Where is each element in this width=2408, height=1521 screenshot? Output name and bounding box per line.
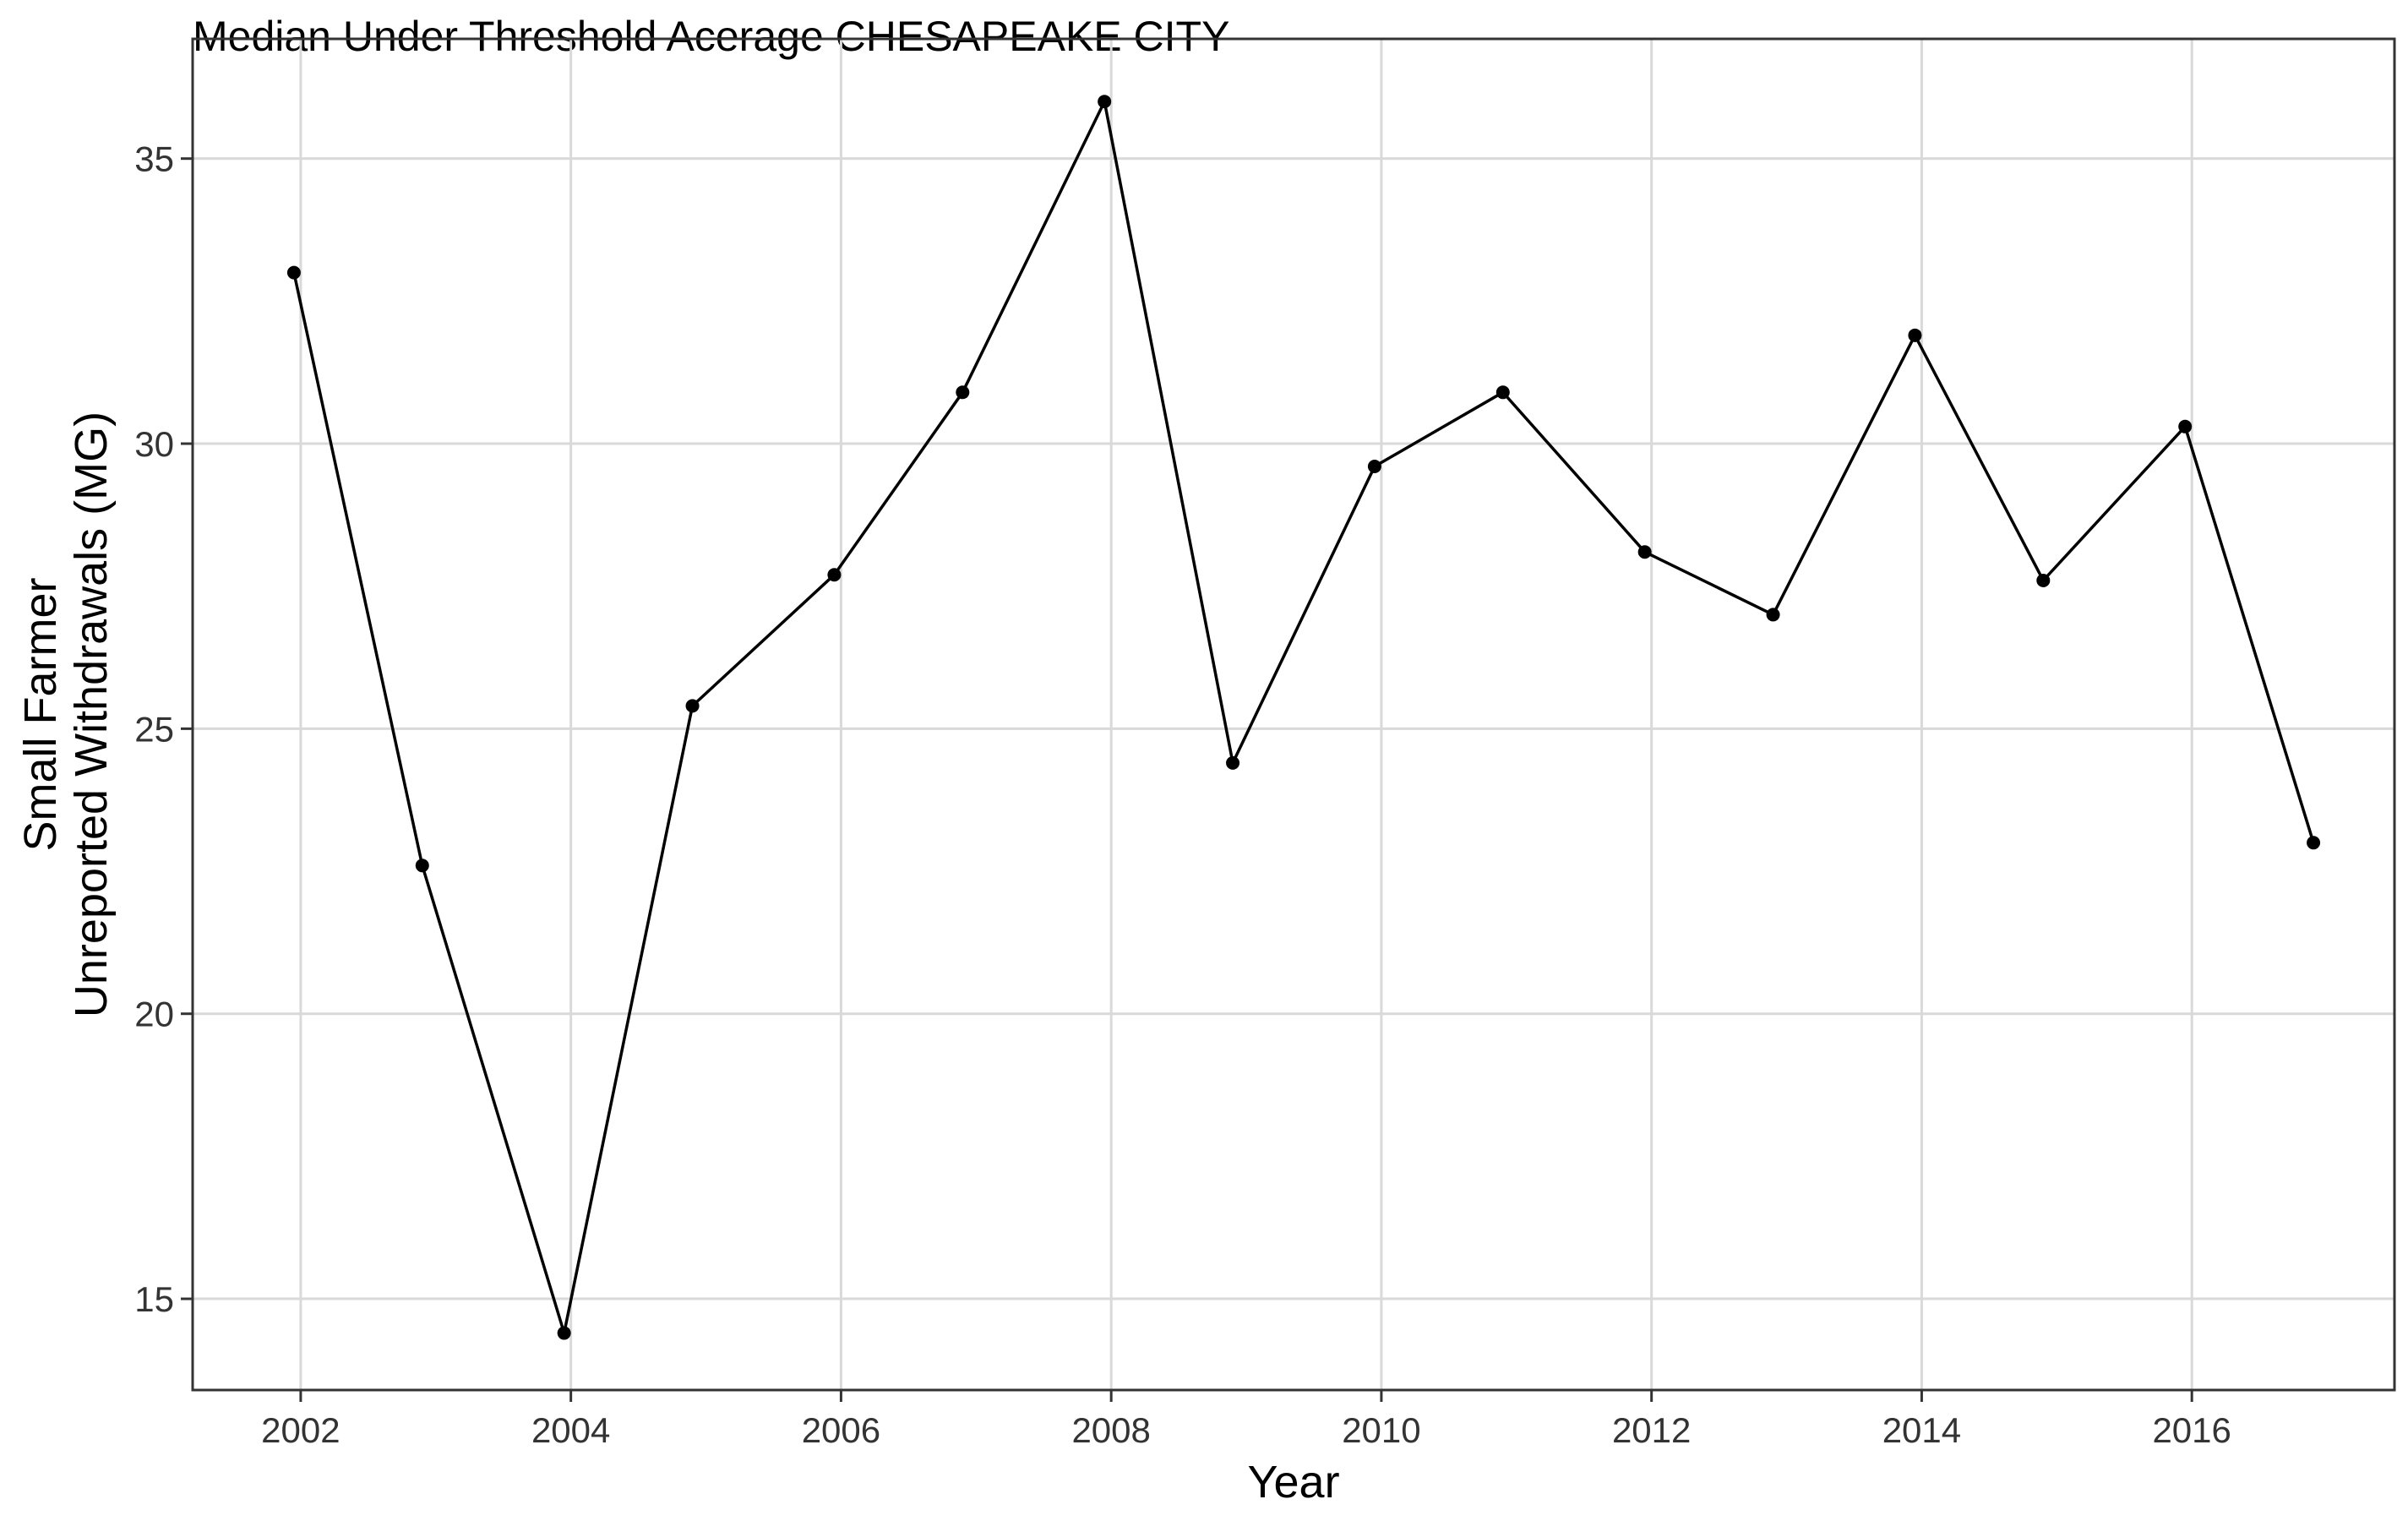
data-point [2178, 419, 2193, 433]
ticks-layer: 2002 2004 2006 2008 2010 2012 2014 2016 15 20 25 30… [134, 139, 2231, 1450]
data-point [1098, 95, 1112, 109]
data-point [1226, 755, 1240, 770]
series-layer [286, 95, 2321, 1340]
y-tick-label: 15 [134, 1279, 174, 1319]
x-tick-label: 2016 [2152, 1410, 2231, 1450]
data-point [286, 265, 301, 280]
data-point [1908, 328, 1922, 342]
x-tick-label: 2002 [261, 1410, 340, 1450]
x-tick-label: 2014 [1882, 1410, 1961, 1450]
y-axis-title-line: Unreported Withdrawals (MG) [66, 412, 117, 1017]
y-axis-title: Small FarmerUnreported Withdrawals (MG) [15, 412, 117, 1017]
x-tick-label: 2010 [1342, 1410, 1420, 1450]
data-point [2036, 573, 2051, 587]
data-point [415, 859, 429, 873]
y-axis-title-line: Small Farmer [15, 577, 66, 851]
x-tick-label: 2006 [802, 1410, 880, 1450]
data-point [685, 699, 700, 713]
x-tick-label: 2008 [1071, 1410, 1150, 1450]
data-point [1766, 608, 1780, 622]
series-line [292, 96, 2315, 1334]
y-tick-label: 20 [134, 995, 174, 1034]
x-tick-label: 2004 [531, 1410, 610, 1450]
grid-layer [193, 39, 2394, 1390]
y-tick-label: 30 [134, 424, 174, 464]
data-point [1367, 460, 1381, 474]
x-tick-label: 2012 [1612, 1410, 1691, 1450]
data-point [557, 1326, 571, 1340]
data-point [827, 568, 842, 582]
data-point [1637, 545, 1652, 559]
chart-title: Median Under Threshold Acerage CHESAPEAK… [193, 13, 1229, 60]
y-tick-label: 35 [134, 139, 174, 179]
x-axis-title: Year [1247, 1457, 1339, 1507]
y-tick-label: 25 [134, 709, 174, 749]
data-point [1495, 385, 1510, 400]
data-point [956, 385, 970, 400]
panel-border [191, 37, 2396, 1392]
data-point [2307, 836, 2321, 850]
